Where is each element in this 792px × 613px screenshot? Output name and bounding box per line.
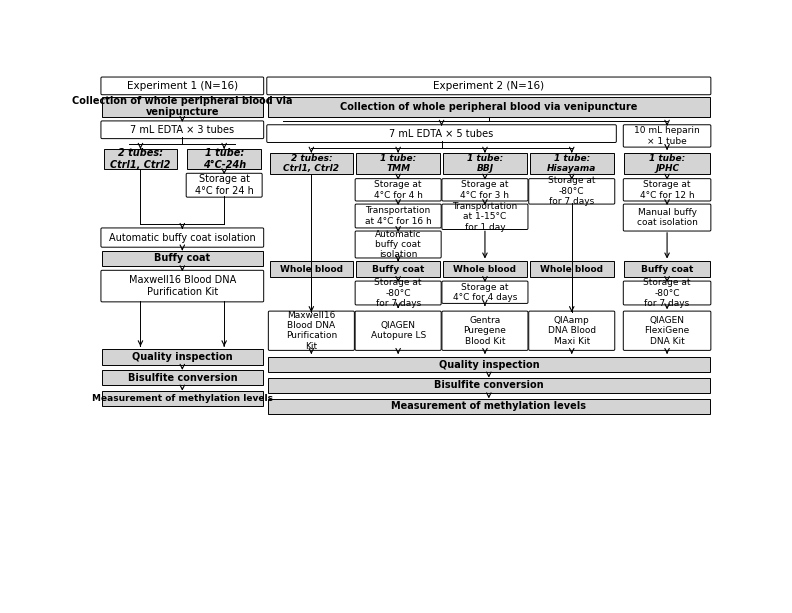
Bar [356,153,440,175]
Text: QIAGEN
Autopure LS: QIAGEN Autopure LS [371,321,426,340]
Text: Experiment 2 (N=16): Experiment 2 (N=16) [433,81,544,91]
Bar [102,251,262,266]
FancyBboxPatch shape [268,311,354,351]
Bar [443,153,527,175]
Text: 2 tubes:
Ctrl1, Ctrl2: 2 tubes: Ctrl1, Ctrl2 [110,148,170,170]
Bar [624,261,710,277]
Bar [268,97,710,116]
FancyBboxPatch shape [101,270,264,302]
FancyBboxPatch shape [623,125,711,147]
Bar [356,261,440,277]
Text: Automatic buffy coat isolation: Automatic buffy coat isolation [109,232,256,243]
Text: Whole blood: Whole blood [454,265,516,273]
FancyBboxPatch shape [623,281,711,305]
Bar [624,153,710,175]
Bar [269,261,353,277]
Text: Experiment 1 (N=16): Experiment 1 (N=16) [127,81,238,91]
FancyBboxPatch shape [355,281,441,305]
Text: Storage at
4°C for 24 h: Storage at 4°C for 24 h [195,175,253,196]
Text: QIAamp
DNA Blood
Maxi Kit: QIAamp DNA Blood Maxi Kit [548,316,596,346]
Bar [102,349,262,365]
FancyBboxPatch shape [355,231,441,258]
FancyBboxPatch shape [186,173,262,197]
Text: Whole blood: Whole blood [540,265,604,273]
Text: Measurement of methylation levels: Measurement of methylation levels [92,394,272,403]
Text: Storage at
4°C for 4 h: Storage at 4°C for 4 h [374,180,423,199]
FancyBboxPatch shape [529,311,615,351]
Text: Manual buffy
coat isolation: Manual buffy coat isolation [637,208,698,227]
Text: Quality inspection: Quality inspection [439,360,539,370]
Text: Storage at
-80°C
for 7 days: Storage at -80°C for 7 days [548,177,596,206]
FancyBboxPatch shape [355,204,441,228]
Text: Collection of whole peripheral blood via venipuncture: Collection of whole peripheral blood via… [340,102,638,112]
Text: Buffy coat: Buffy coat [372,265,425,273]
FancyBboxPatch shape [623,178,711,201]
Bar [268,378,710,393]
Text: Bisulfite conversion: Bisulfite conversion [434,381,543,390]
Bar [102,97,262,116]
Text: 1 tube:
Hisayama: 1 tube: Hisayama [547,154,596,173]
FancyBboxPatch shape [623,311,711,351]
Text: Buffy coat: Buffy coat [641,265,693,273]
Text: 1 tube:
BBJ: 1 tube: BBJ [466,154,503,173]
FancyBboxPatch shape [101,228,264,247]
Text: Storage at
4°C for 12 h: Storage at 4°C for 12 h [640,180,695,199]
FancyBboxPatch shape [355,311,441,351]
Text: Storage at
-80°C
for 7 days: Storage at -80°C for 7 days [643,278,691,308]
Text: Bisulfite conversion: Bisulfite conversion [128,373,237,383]
Text: Quality inspection: Quality inspection [132,352,233,362]
Text: Storage at
4°C for 4 days: Storage at 4°C for 4 days [453,283,517,302]
Bar [102,391,262,406]
Bar [530,153,614,175]
Text: Collection of whole peripheral blood via
venipuncture: Collection of whole peripheral blood via… [72,96,292,118]
Text: 1 tube:
4°C-24h: 1 tube: 4°C-24h [203,148,246,170]
Text: Gentra
Puregene
Blood Kit: Gentra Puregene Blood Kit [463,316,506,346]
Text: Maxwell16
Blood DNA
Purification
Kit: Maxwell16 Blood DNA Purification Kit [286,311,337,351]
Bar [530,261,614,277]
FancyBboxPatch shape [442,281,528,303]
Text: Maxwell16 Blood DNA
Purification Kit: Maxwell16 Blood DNA Purification Kit [128,275,236,297]
Text: Storage at
4°C for 3 h: Storage at 4°C for 3 h [460,180,509,199]
FancyBboxPatch shape [267,125,616,142]
Text: 10 mL heparin
× 1 tube: 10 mL heparin × 1 tube [634,126,700,146]
Bar [104,149,177,169]
Text: Measurement of methylation levels: Measurement of methylation levels [391,401,586,411]
Text: Automatic
buffy coat
isolation: Automatic buffy coat isolation [375,230,421,259]
Text: 7 mL EDTA × 3 tubes: 7 mL EDTA × 3 tubes [130,125,234,135]
FancyBboxPatch shape [529,178,615,204]
FancyBboxPatch shape [101,121,264,139]
FancyBboxPatch shape [267,77,711,95]
Text: Storage at
-80°C
for 7 days: Storage at -80°C for 7 days [375,278,422,308]
Bar [102,370,262,386]
FancyBboxPatch shape [101,77,264,95]
Text: QIAGEN
FlexiGene
DNA Kit: QIAGEN FlexiGene DNA Kit [645,316,690,346]
Bar [268,357,710,372]
Text: Transportation
at 4°C for 16 h: Transportation at 4°C for 16 h [365,207,432,226]
Text: Transportation
at 1-15°C
for 1 day: Transportation at 1-15°C for 1 day [452,202,518,232]
Text: Whole blood: Whole blood [280,265,343,273]
Text: 1 tube:
TMM: 1 tube: TMM [380,154,417,173]
Bar [443,261,527,277]
Bar [269,153,353,175]
Bar [268,398,710,414]
FancyBboxPatch shape [355,178,441,201]
Text: 7 mL EDTA × 5 tubes: 7 mL EDTA × 5 tubes [390,129,493,139]
FancyBboxPatch shape [442,311,528,351]
FancyBboxPatch shape [442,204,528,229]
FancyBboxPatch shape [442,178,528,201]
Text: 2 tubes:
Ctrl1, Ctrl2: 2 tubes: Ctrl1, Ctrl2 [284,154,339,173]
Bar [188,149,261,169]
Text: 1 tube:
JPHC: 1 tube: JPHC [649,154,685,173]
FancyBboxPatch shape [623,204,711,231]
Text: Buffy coat: Buffy coat [154,253,211,264]
